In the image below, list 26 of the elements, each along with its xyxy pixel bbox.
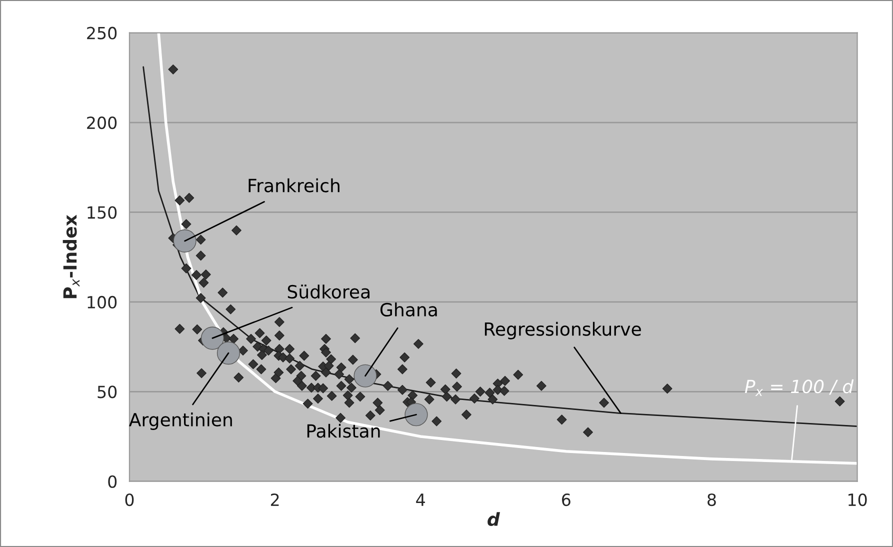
point — [173, 229, 196, 252]
x-tick-label: 6 — [562, 493, 570, 506]
y-tick-label: 50 — [98, 386, 117, 398]
point — [216, 342, 240, 365]
x-axis-title: d — [488, 512, 500, 526]
annotation: Regressionskurve — [484, 322, 641, 340]
annotation: Frankreich — [248, 178, 340, 192]
y-axis-title: P$_{x}$-Index — [62, 214, 80, 298]
y-tick-label: 100 — [88, 296, 117, 309]
point — [354, 364, 377, 388]
x-tick-label: 8 — [708, 493, 716, 506]
annotation: Ghana — [380, 302, 437, 317]
x-tick-label: 10 — [848, 493, 867, 506]
x-tick-label: 4 — [416, 494, 425, 506]
x-tick-label: 0 — [125, 493, 134, 506]
y-tick-label: 200 — [87, 116, 117, 130]
annotation: Südkorea — [288, 284, 370, 299]
point — [404, 403, 428, 426]
annotation: P$_{x}$ = 100 / d — [744, 379, 854, 396]
annotation: Pakistan — [307, 424, 380, 438]
y-tick-label: 150 — [88, 206, 117, 219]
y-tick-label: 250 — [87, 26, 117, 40]
y-tick-label: 0 — [108, 475, 117, 488]
annotation: Argentinien — [129, 412, 232, 430]
point — [200, 326, 224, 350]
x-tick-label: 2 — [270, 493, 279, 506]
